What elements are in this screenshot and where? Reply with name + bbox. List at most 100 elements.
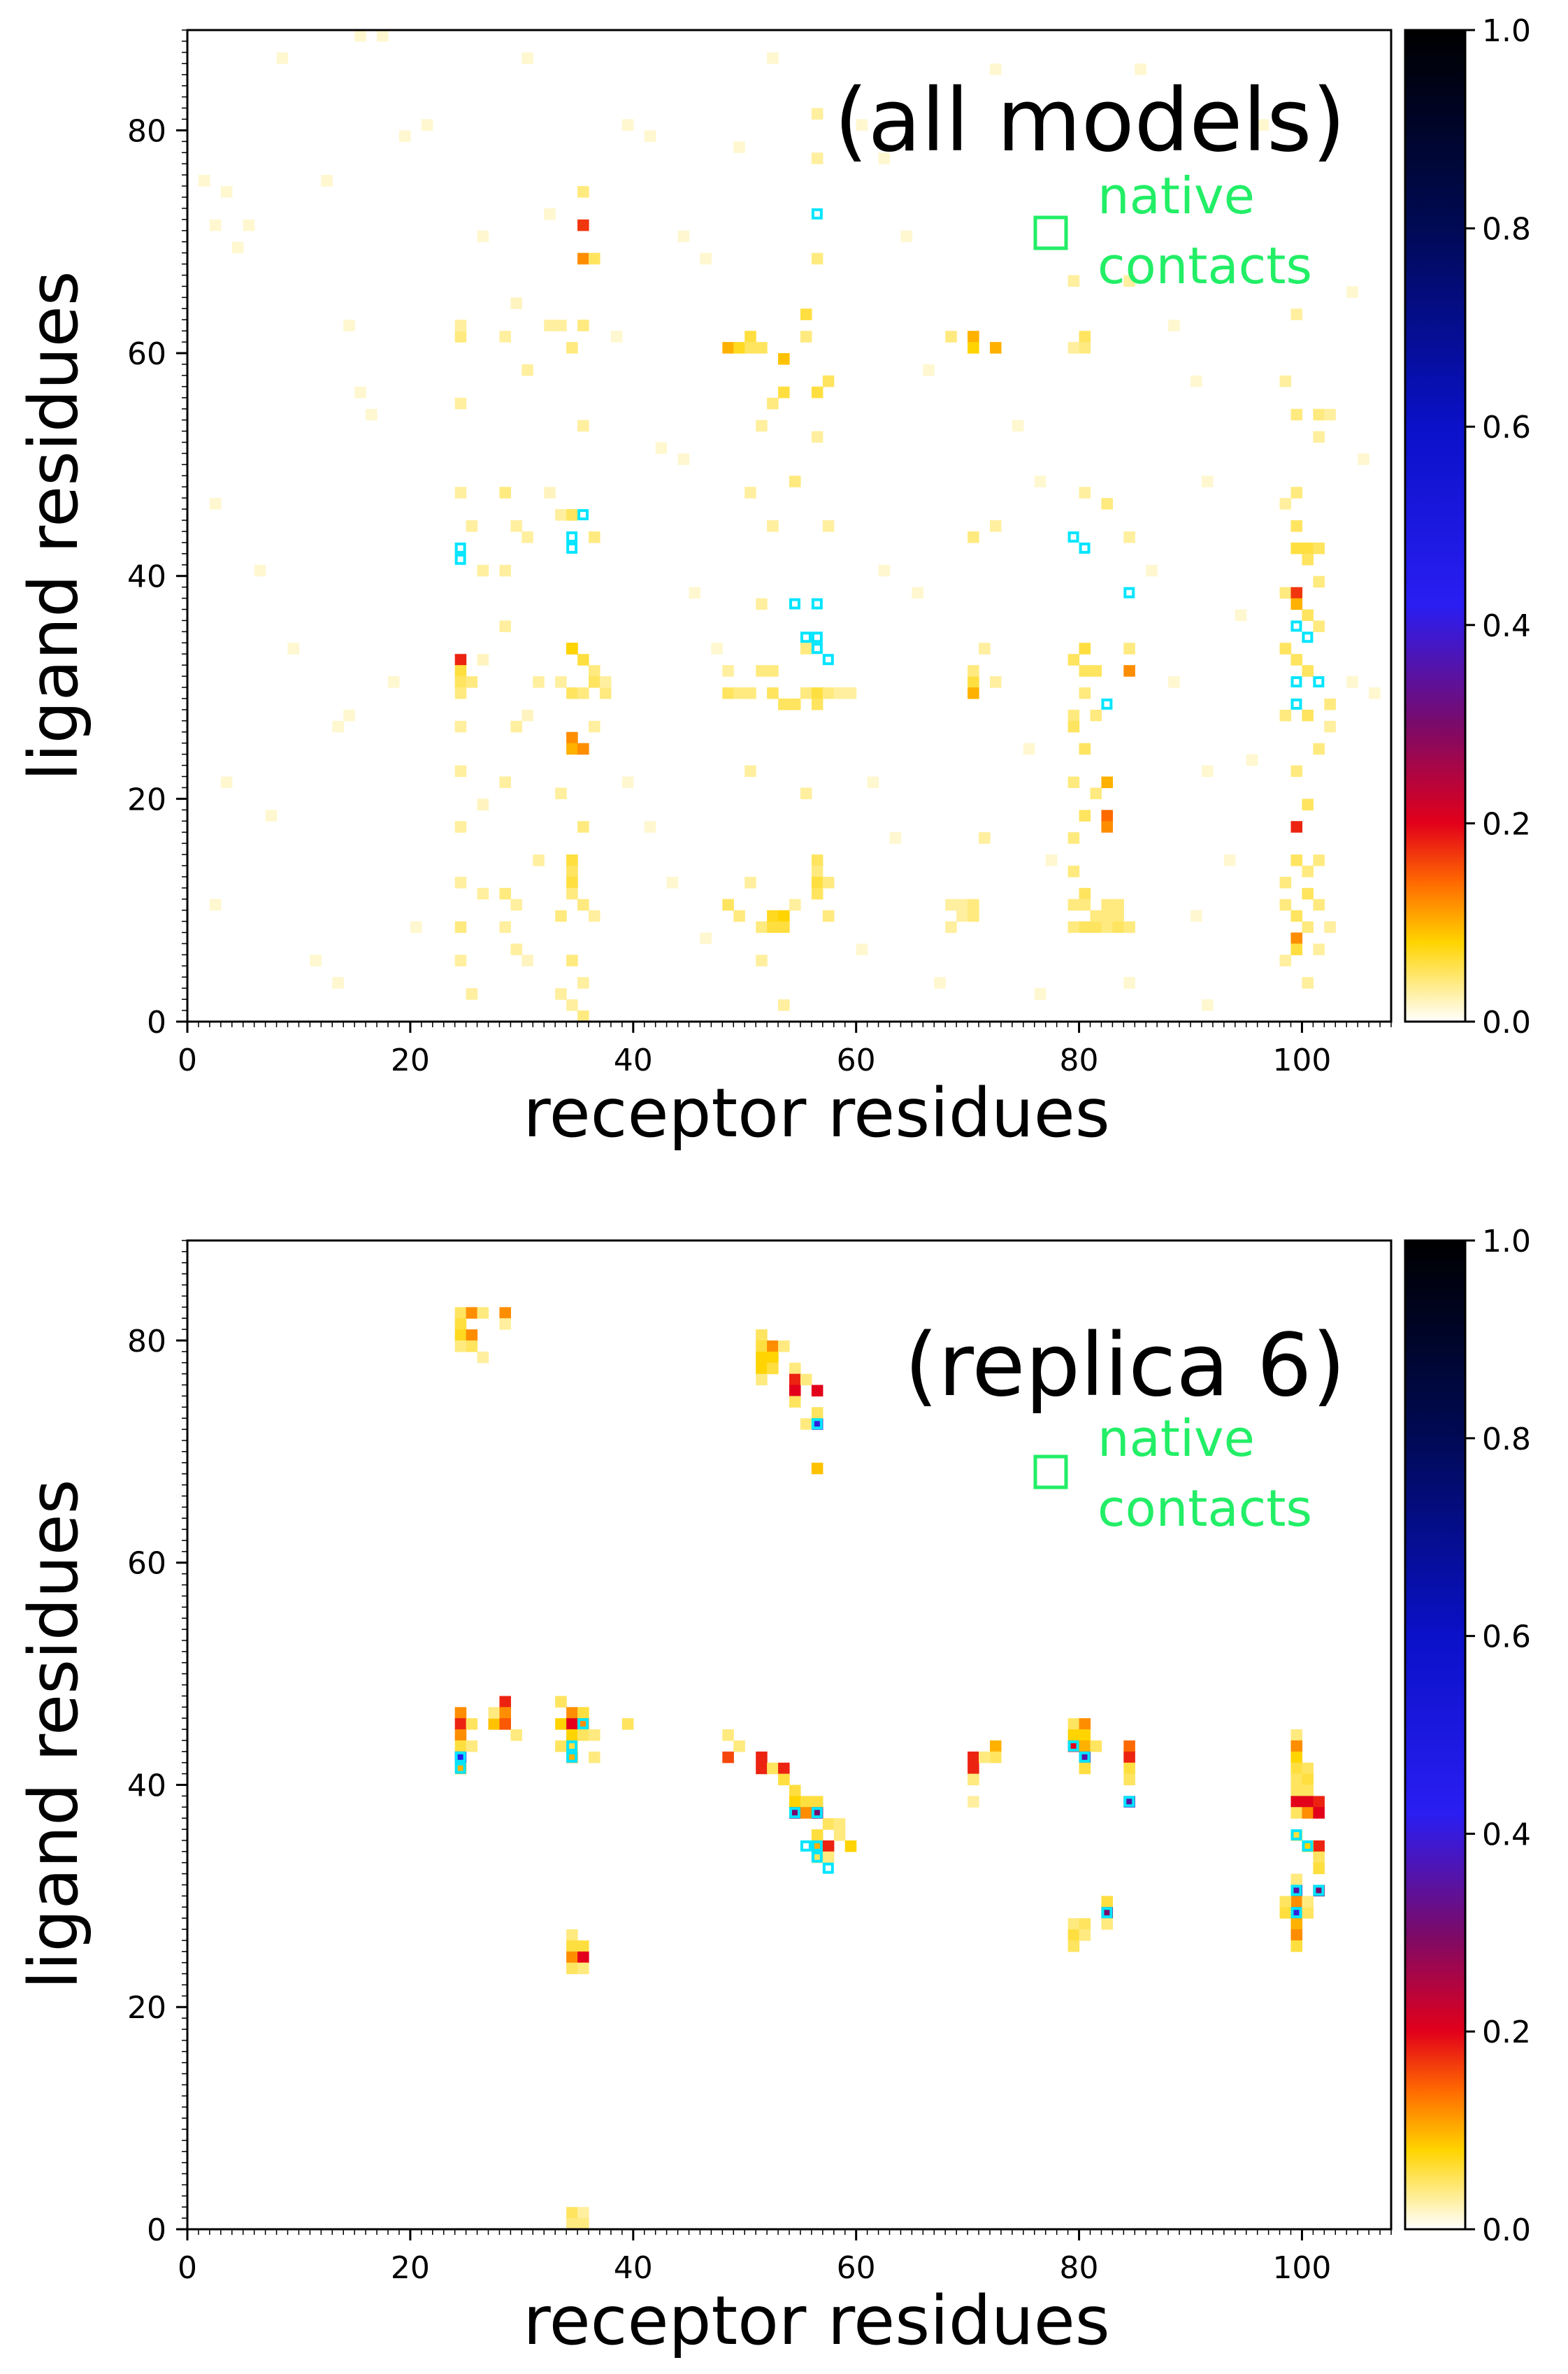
heatmap-cell bbox=[343, 709, 355, 722]
heatmap-cell bbox=[789, 1362, 801, 1375]
heatmap-cell bbox=[1302, 609, 1314, 622]
heatmap-cell bbox=[833, 1818, 846, 1830]
heatmap-cell bbox=[767, 1351, 779, 1364]
native-contact-marker bbox=[566, 531, 578, 543]
heatmap-cell bbox=[822, 876, 835, 889]
heatmap-cell bbox=[756, 1362, 768, 1375]
native-contact-marker bbox=[1067, 1740, 1079, 1752]
panel-title: (all models) bbox=[834, 71, 1346, 171]
heatmap-cell bbox=[733, 687, 745, 699]
heatmap-cell bbox=[533, 855, 545, 866]
heatmap-cell bbox=[454, 676, 467, 688]
heatmap-cell bbox=[756, 1762, 768, 1775]
panel-title: (replica 6) bbox=[905, 1315, 1346, 1416]
heatmap-cell bbox=[1313, 1840, 1325, 1852]
y-tick-label: 60 bbox=[127, 336, 166, 372]
heatmap-cell bbox=[499, 1707, 511, 1719]
heatmap-cell bbox=[231, 241, 244, 254]
heatmap-cell bbox=[1079, 1718, 1091, 1730]
heatmap-cell bbox=[968, 1796, 979, 1808]
x-tick-label: 20 bbox=[391, 1043, 430, 1078]
x-tick-label: 60 bbox=[837, 1043, 876, 1078]
native-contact-marker bbox=[1123, 1796, 1135, 1808]
heatmap-cell bbox=[789, 1385, 801, 1397]
heatmap-cell bbox=[1123, 643, 1135, 655]
heatmap-cell bbox=[566, 1729, 578, 1741]
heatmap-cell bbox=[566, 1707, 578, 1719]
heatmap-cell bbox=[811, 687, 823, 699]
heatmap-cell bbox=[756, 1351, 768, 1364]
heatmap-cell bbox=[1302, 1896, 1314, 1908]
heatmap-cell bbox=[722, 342, 734, 354]
heatmap-cell bbox=[1079, 331, 1091, 343]
colorbar-tick-label: 0.2 bbox=[1482, 806, 1531, 842]
heatmap-cell bbox=[555, 320, 567, 331]
heatmap-cell bbox=[1290, 910, 1303, 922]
heatmap-cell bbox=[756, 420, 768, 432]
heatmap-cell bbox=[1067, 921, 1080, 934]
x-tick-label: 0 bbox=[178, 1043, 197, 1078]
heatmap-cell bbox=[1279, 709, 1292, 722]
heatmap-cell bbox=[510, 899, 522, 911]
heatmap-cell bbox=[968, 665, 979, 677]
heatmap-cell bbox=[778, 999, 790, 1011]
heatmap-cell bbox=[745, 487, 756, 499]
heatmap-cell bbox=[968, 687, 979, 699]
x-tick-label: 40 bbox=[614, 2250, 653, 2286]
heatmap-cell bbox=[722, 899, 734, 911]
heatmap-cell bbox=[555, 1740, 567, 1752]
heatmap-cell bbox=[1279, 954, 1292, 966]
heatmap-cell bbox=[454, 1707, 467, 1719]
heatmap-cell bbox=[1079, 687, 1091, 699]
heatmap-cell bbox=[1313, 431, 1325, 443]
heatmap-cell bbox=[555, 787, 567, 799]
heatmap-cell bbox=[1090, 709, 1102, 722]
heatmap-cell bbox=[1290, 542, 1303, 555]
heatmap-cell bbox=[589, 1751, 600, 1764]
heatmap-cell bbox=[198, 175, 210, 187]
heatmap-cell bbox=[1223, 855, 1236, 866]
heatmap-cell bbox=[912, 587, 923, 599]
x-tick-label: 80 bbox=[1060, 2250, 1099, 2286]
heatmap-cell bbox=[756, 665, 768, 677]
heatmap-cell bbox=[1302, 1762, 1314, 1775]
heatmap-cell bbox=[1168, 676, 1180, 688]
heatmap-cell bbox=[800, 687, 812, 699]
heatmap-cell bbox=[1101, 821, 1113, 833]
colorbar-tick-label: 0.2 bbox=[1482, 2015, 1531, 2050]
heatmap-cell bbox=[756, 342, 768, 354]
heatmap-cell bbox=[1302, 665, 1314, 677]
heatmap-cell bbox=[934, 977, 946, 989]
heatmap-cell bbox=[1369, 687, 1381, 699]
heatmap-cell bbox=[566, 643, 578, 655]
heatmap-cell bbox=[756, 921, 768, 934]
heatmap-cell bbox=[722, 1751, 734, 1764]
heatmap-cell bbox=[1302, 553, 1314, 566]
heatmap-cell bbox=[1290, 1796, 1303, 1808]
heatmap-cell bbox=[1324, 408, 1336, 421]
legend-native-marker bbox=[1033, 1454, 1068, 1489]
heatmap-cell bbox=[767, 665, 779, 677]
heatmap-cell bbox=[811, 152, 823, 164]
heatmap-cell bbox=[811, 1829, 823, 1841]
native-contact-marker bbox=[789, 1807, 800, 1819]
heatmap-cell bbox=[956, 910, 968, 922]
x-tick-label: 100 bbox=[1272, 1043, 1331, 1078]
native-contact-marker bbox=[1313, 676, 1325, 688]
heatmap-cell bbox=[1067, 1940, 1080, 1952]
heatmap-cell bbox=[477, 1307, 489, 1319]
heatmap-cell bbox=[477, 230, 489, 243]
heatmap-cell bbox=[466, 1329, 478, 1341]
x-axis-label: receptor residues bbox=[523, 2282, 1110, 2360]
heatmap-cell bbox=[968, 331, 979, 343]
heatmap-cell bbox=[722, 687, 734, 699]
heatmap-cell bbox=[566, 876, 578, 889]
heatmap-cell bbox=[1067, 709, 1080, 722]
heatmap-cell bbox=[1279, 498, 1292, 510]
heatmap-cell bbox=[577, 743, 589, 755]
heatmap-cell bbox=[800, 787, 812, 799]
heatmap-cell bbox=[1067, 776, 1080, 789]
heatmap-cell bbox=[1302, 1785, 1314, 1796]
heatmap-cell bbox=[767, 910, 779, 922]
heatmap-cell bbox=[589, 720, 600, 733]
